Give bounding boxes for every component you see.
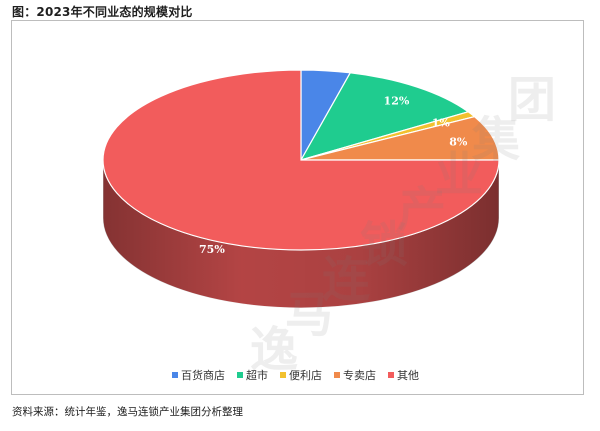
pie-data-label: 8% xyxy=(449,136,468,149)
legend-label: 百货商店 xyxy=(181,369,225,382)
legend-swatch xyxy=(334,372,340,378)
pie-data-label: 12% xyxy=(384,94,410,107)
source-note: 资料来源：统计年鉴，逸马连锁产业集团分析整理 xyxy=(12,406,243,418)
legend-label: 专卖店 xyxy=(343,369,376,382)
chart-legend: 百货商店 超市 便利店 专卖店 其他 xyxy=(172,367,419,383)
pie-slice xyxy=(300,115,500,161)
legend-item: 百货商店 xyxy=(172,367,225,383)
pie-slice xyxy=(299,72,470,161)
pie-side-shading xyxy=(103,160,499,308)
pie-data-label: 1% xyxy=(432,116,451,129)
legend-item: 便利店 xyxy=(280,367,322,383)
legend-item: 其他 xyxy=(388,367,419,383)
legend-label: 超市 xyxy=(246,369,268,382)
legend-swatch xyxy=(388,372,394,378)
legend-swatch xyxy=(172,372,178,378)
figure-title: 图：2023年不同业态的规模对比 xyxy=(12,5,193,19)
pie-data-labels: 12% 1% 8% 75% xyxy=(199,94,468,256)
legend-label: 便利店 xyxy=(289,369,322,382)
legend-item: 专卖店 xyxy=(334,367,376,383)
pie-slice xyxy=(102,69,500,251)
pie-slices xyxy=(102,69,500,251)
legend-item: 超市 xyxy=(237,367,268,383)
legend-swatch xyxy=(280,372,286,378)
pie-data-label: 75% xyxy=(199,243,225,256)
legend-swatch xyxy=(237,372,243,378)
legend-label: 其他 xyxy=(397,369,419,382)
